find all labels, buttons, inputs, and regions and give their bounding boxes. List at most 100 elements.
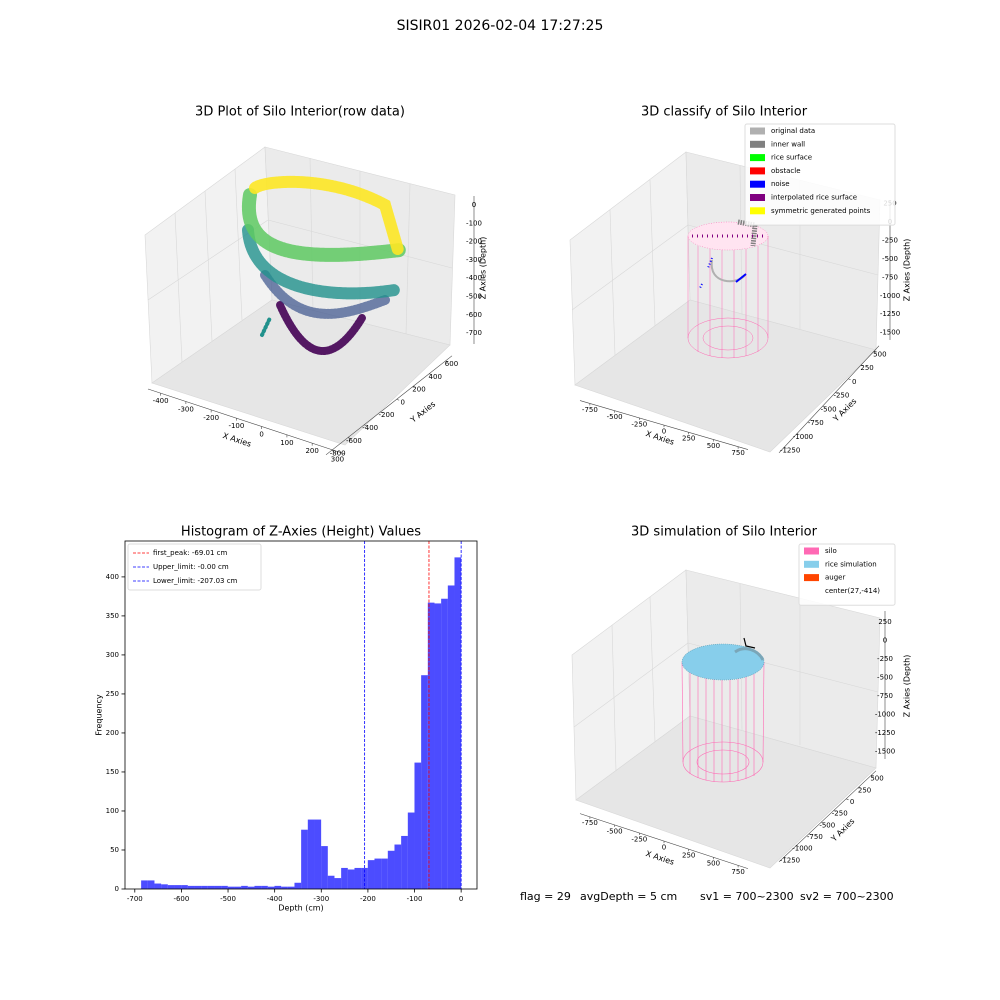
histogram-bar [421, 675, 428, 889]
z-tick-label: -600 [466, 311, 482, 319]
histogram-bar [261, 885, 268, 889]
histogram-bar [434, 603, 442, 889]
y-tick-label: -1250 [780, 447, 800, 455]
chart-title: 3D simulation of Silo Interior [631, 525, 818, 540]
histogram-bar [281, 886, 288, 889]
tick-mark [808, 833, 812, 836]
legend-box [798, 543, 896, 606]
tick-mark [364, 424, 367, 427]
histogram-bar [234, 886, 242, 889]
y-tick-label: -400 [362, 424, 378, 432]
y-tick-label: 100 [106, 807, 119, 815]
legend-swatch [750, 127, 765, 135]
legend-swatch [750, 154, 765, 162]
x-tick-label: -700 [127, 895, 143, 903]
y-tick-label: -1250 [780, 856, 800, 864]
tick-mark [822, 405, 826, 408]
histogram-bar [361, 867, 368, 889]
y-tick-label: -800 [330, 450, 346, 458]
legend-label: obstacle [771, 167, 801, 175]
legend-box [744, 123, 896, 226]
legend-swatch [750, 180, 765, 188]
y-tick-label: -750 [807, 833, 823, 841]
histogram-bar [207, 885, 215, 889]
legend-swatch [804, 547, 819, 555]
histogram-bar [414, 762, 422, 889]
point-cloud [241, 175, 407, 355]
y-tick-label: 500 [870, 775, 883, 783]
histogram-bar [201, 885, 208, 889]
z-tick-label: -100 [466, 219, 482, 227]
legend-swatch [804, 560, 819, 568]
tick-mark [380, 411, 383, 414]
legend-label: auger [825, 574, 845, 582]
histogram-bar [167, 885, 175, 889]
axes-frame [124, 540, 478, 890]
x-tick-label: -600 [173, 895, 189, 903]
histogram-bar [334, 878, 342, 889]
suptitle: SISIR01 2026-02-04 17:27:25 [397, 18, 604, 34]
x-tick-label: 500 [707, 442, 720, 450]
histogram-bar [274, 885, 282, 889]
panel-3d [571, 569, 881, 869]
tick-mark [833, 810, 837, 812]
x-tick-label: -250 [631, 835, 647, 843]
tick-mark [848, 378, 851, 381]
y-tick-label: -750 [808, 419, 824, 427]
silo-cylinder [681, 637, 765, 783]
legend-label: noise [771, 180, 790, 188]
histogram-bar [247, 886, 255, 889]
status-text: flag = 29 [520, 890, 571, 903]
legend-label: original data [771, 127, 815, 135]
y-tick-label: 400 [106, 573, 119, 581]
histogram-bar [214, 885, 222, 889]
y-tick-label: -200 [379, 411, 395, 419]
legend-box [127, 543, 262, 591]
y-tick-label: 0 [852, 378, 856, 386]
histogram-bar [447, 585, 455, 889]
histogram-bar [241, 885, 248, 889]
histogram-bar [407, 812, 415, 889]
y-tick-label: 0 [400, 398, 404, 406]
z-tick-label: -750 [877, 692, 893, 700]
y-tick-label: 250 [106, 690, 119, 698]
z-tick-label: -300 [466, 256, 482, 264]
x-tick-label: -200 [360, 895, 376, 903]
histogram-bar [387, 850, 395, 889]
y-tick-label: -600 [346, 437, 362, 445]
histogram-bar [441, 598, 448, 889]
histogram-bar [354, 867, 362, 889]
tick-mark [331, 450, 335, 452]
x-tick-label: -100 [228, 422, 244, 430]
status-text: sv2 = 700~2300 [800, 890, 894, 903]
x-tick-label: 250 [682, 435, 695, 443]
histogram-bar [294, 882, 302, 889]
legend-swatch [750, 207, 765, 215]
z-tick-label: -1500 [880, 329, 900, 337]
histogram-bar [454, 557, 462, 889]
histogram-bar [187, 885, 195, 889]
z-tick-label: 0 [883, 637, 887, 645]
histogram-bar [147, 880, 155, 889]
y-tick-label: -250 [833, 392, 849, 400]
y-tick-label: 250 [860, 364, 873, 372]
histogram-bar [154, 883, 162, 889]
legend-label: inner wall [771, 140, 805, 148]
legend-swatch [750, 194, 765, 201]
x-tick-label: -300 [178, 406, 194, 414]
z-tick-label: -500 [877, 674, 893, 682]
z-tick-label: 0 [472, 201, 476, 209]
tick-mark [396, 398, 400, 401]
legend-label: symmetric generated points [771, 207, 871, 215]
tick-mark [846, 798, 849, 801]
legend-label: Lower_limit: -207.03 cm [153, 577, 238, 585]
histogram-bar [347, 869, 355, 889]
legend-swatch [750, 140, 765, 148]
y-tick-label: 200 [106, 729, 119, 737]
histogram-bar [161, 884, 168, 889]
tick-mark [873, 351, 877, 353]
y-axis-label: Frequency [95, 694, 104, 736]
chart-title: 3D classify of Silo Interior [641, 105, 808, 120]
histogram-bar [301, 829, 308, 889]
